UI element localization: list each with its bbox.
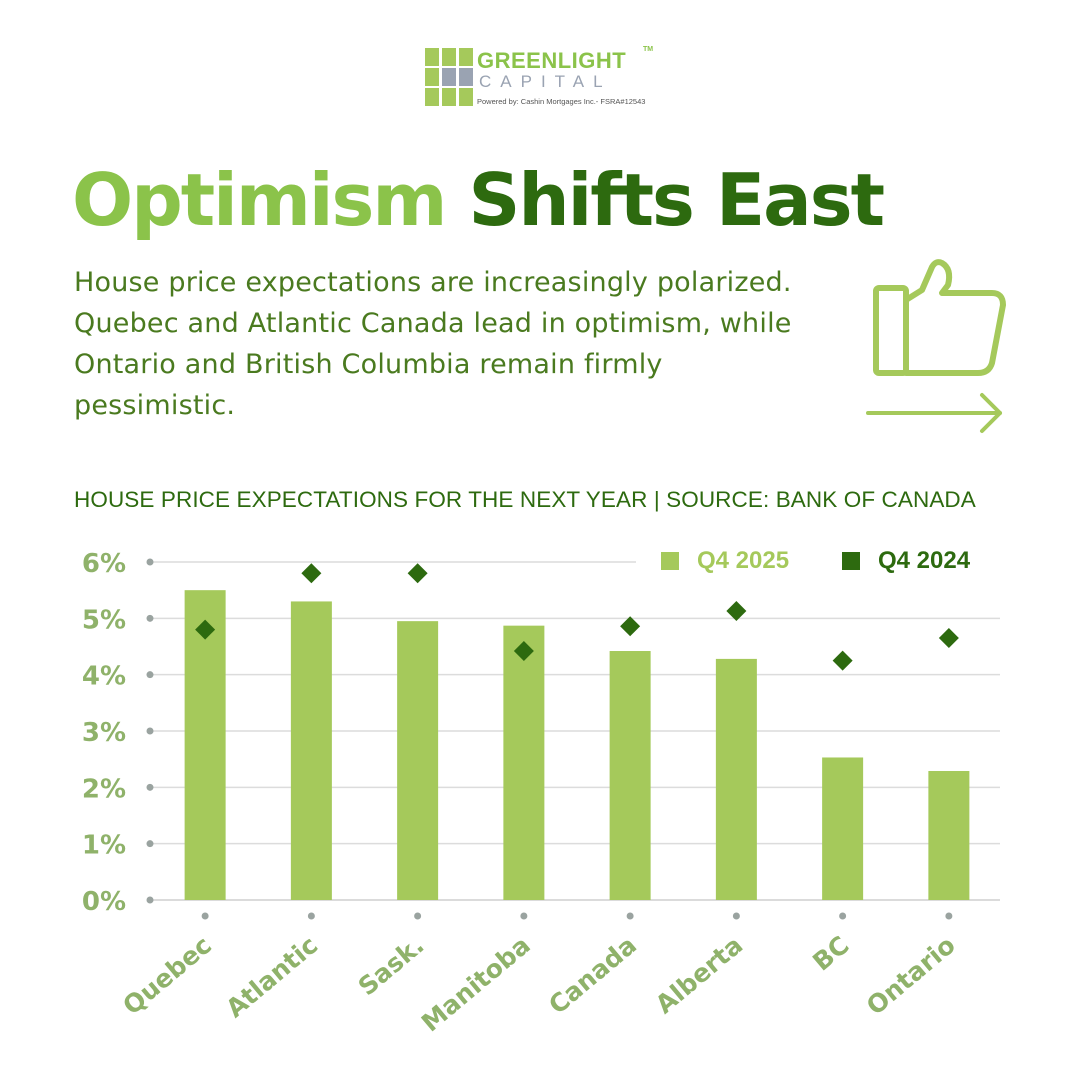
- x-tick-dot: [945, 912, 953, 920]
- bar-atlantic: [290, 601, 332, 900]
- description: House price expectations are increasingl…: [74, 267, 792, 421]
- bar-alberta: [715, 658, 757, 900]
- bar-manitoba: [503, 625, 545, 900]
- x-tick-dot: [520, 912, 528, 920]
- logo-subtitle: CAPITAL: [479, 72, 612, 91]
- y-tick-label: 2%: [82, 774, 126, 804]
- x-tick-label: Sask.: [353, 930, 430, 1001]
- marker-manitoba: [513, 641, 534, 662]
- arrow-right-icon: [866, 393, 1002, 433]
- x-tick-label: Canada: [543, 930, 642, 1019]
- y-tick-label: 4%: [82, 662, 126, 692]
- y-tick-label: 5%: [82, 605, 126, 635]
- y-tick-label: 6%: [82, 549, 126, 579]
- chart-title: HOUSE PRICE EXPECTATIONS FOR THE NEXT YE…: [74, 487, 976, 512]
- y-tick-dot: [146, 558, 154, 566]
- x-tick-label: Quebec: [117, 930, 217, 1020]
- bar-ontario: [928, 770, 970, 900]
- y-tick-dot: [146, 614, 154, 622]
- y-tick-label: 1%: [82, 831, 126, 861]
- logo-name: GREENLIGHT: [477, 48, 627, 73]
- logo-trademark: TM: [643, 46, 654, 53]
- x-tick-dot: [732, 912, 740, 920]
- bar-bc: [822, 757, 864, 900]
- title-part-2: Shifts East: [468, 158, 885, 242]
- y-tick-dot: [146, 727, 154, 735]
- x-tick-dot: [307, 912, 315, 920]
- marker-atlantic: [301, 563, 322, 584]
- x-tick-label: Atlantic: [220, 930, 323, 1023]
- logo-powered-by: Powered by: Cashin Mortgages Inc.- FSRA#…: [477, 97, 646, 106]
- bars-q4-2025: [184, 590, 970, 900]
- y-tick-dot: [146, 671, 154, 679]
- thumbs-up-icon: [866, 259, 1006, 433]
- y-tick-dot: [146, 840, 154, 848]
- x-tick-dot: [839, 912, 847, 920]
- title-part-1: Optimism: [72, 158, 447, 242]
- x-tick-dot: [201, 912, 209, 920]
- bar-quebec: [184, 590, 226, 900]
- y-tick-label: 0%: [82, 887, 126, 917]
- x-tick-dot: [626, 912, 634, 920]
- legend-swatch-q4-2025: [661, 552, 679, 570]
- page-title: Optimism Shifts East: [72, 150, 885, 250]
- marker-alberta: [726, 601, 747, 622]
- legend-label-q4-2025: Q4 2025: [697, 547, 789, 574]
- x-tick-label: BC: [807, 930, 854, 976]
- grid-lines: [150, 561, 1000, 901]
- marker-bc: [832, 650, 853, 671]
- greenlight-capital-logo: GREENLIGHT TM CAPITAL Powered by: Cashin…: [425, 46, 665, 108]
- marker-sask: [407, 563, 428, 584]
- bar-chart: 0% 1% 2% 3% 4% 5% 6% Quebec Atlantic Sask.Manito…: [82, 547, 1000, 1037]
- logo-grid-icon: [425, 48, 473, 106]
- y-axis-ticks: 0% 1% 2% 3% 4% 5% 6%: [82, 549, 154, 917]
- x-tick-label: Alberta: [650, 930, 748, 1019]
- bar-sask: [397, 621, 439, 900]
- x-tick-dot: [414, 912, 422, 920]
- x-tick-label: Ontario: [861, 930, 961, 1020]
- legend-label-q4-2024: Q4 2024: [878, 547, 971, 574]
- legend-swatch-q4-2024: [842, 552, 860, 570]
- y-tick-dot: [146, 896, 154, 904]
- y-tick-label: 3%: [82, 718, 126, 748]
- legend: Q4 2025 Q4 2024: [661, 547, 971, 574]
- bar-canada: [609, 651, 651, 900]
- x-axis-ticks: Quebec Atlantic Sask.Manitoba Canada Alberta…: [117, 912, 961, 1037]
- marker-quebec: [195, 619, 216, 640]
- markers-q4-2024: [195, 563, 959, 671]
- y-tick-dot: [146, 783, 154, 791]
- marker-canada: [620, 616, 641, 637]
- marker-ontario: [938, 628, 959, 649]
- x-tick-label: Manitoba: [416, 930, 536, 1037]
